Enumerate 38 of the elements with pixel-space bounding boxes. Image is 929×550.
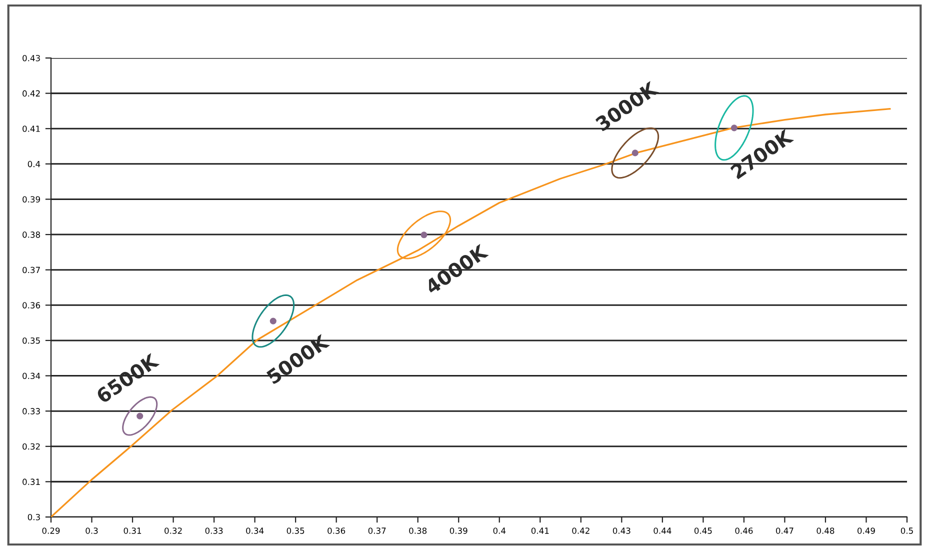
- y-tick-label: 0.38: [22, 232, 40, 238]
- x-tick-label: 0.45: [694, 528, 712, 534]
- x-tick-label: 0.42: [572, 528, 590, 534]
- x-tick-label: 0.48: [816, 528, 834, 534]
- y-tick-label: 0.41: [22, 126, 40, 132]
- x-tick-label: 0.44: [654, 528, 672, 534]
- y-tick-label: 0.4: [28, 160, 40, 168]
- x-tick-label: 0.46: [735, 528, 753, 534]
- y-tick-label: 0.33: [22, 408, 40, 414]
- x-tick-label: 0.49: [858, 528, 875, 534]
- x-tick-label: 0.32: [164, 528, 182, 534]
- y-tick-label: 0.42: [22, 90, 40, 97]
- x-tick-label: 0.34: [246, 528, 264, 534]
- y-tick-label: 0.3: [28, 514, 40, 520]
- x-tick-label: 0.43: [612, 528, 630, 534]
- x-tick-label: 0.29: [42, 528, 60, 534]
- y-tick-label: 0.35: [22, 337, 40, 344]
- x-tick-label: 0.39: [450, 528, 468, 534]
- x-tick-label: 0.31: [124, 528, 142, 534]
- x-tick-label: 0.47: [776, 528, 794, 534]
- point: [632, 150, 638, 156]
- y-tick-label: 0.31: [22, 478, 40, 485]
- x-tick-label: 0.36: [328, 528, 346, 534]
- x-tick-label: 0.41: [531, 528, 549, 534]
- x-tick-label: 0.5: [900, 528, 913, 534]
- x-tick-label: 0.38: [409, 528, 427, 534]
- x-tick-label: 0.33: [205, 528, 223, 534]
- x-tick-label: 0.4: [493, 528, 506, 534]
- x-tick-label: 0.37: [368, 528, 386, 534]
- y-tick-label: 0.37: [22, 266, 40, 274]
- x-tick-label: 0.35: [286, 528, 304, 534]
- x-tick-label: 0.3: [86, 528, 98, 534]
- y-tick-label: 0.36: [22, 302, 40, 308]
- y-tick-label: 0.39: [22, 196, 40, 203]
- y-tick-label: 0.34: [22, 372, 40, 380]
- point: [270, 318, 276, 324]
- y-tick-label: 0.43: [22, 54, 40, 62]
- y-tick-label: 0.32: [22, 443, 40, 450]
